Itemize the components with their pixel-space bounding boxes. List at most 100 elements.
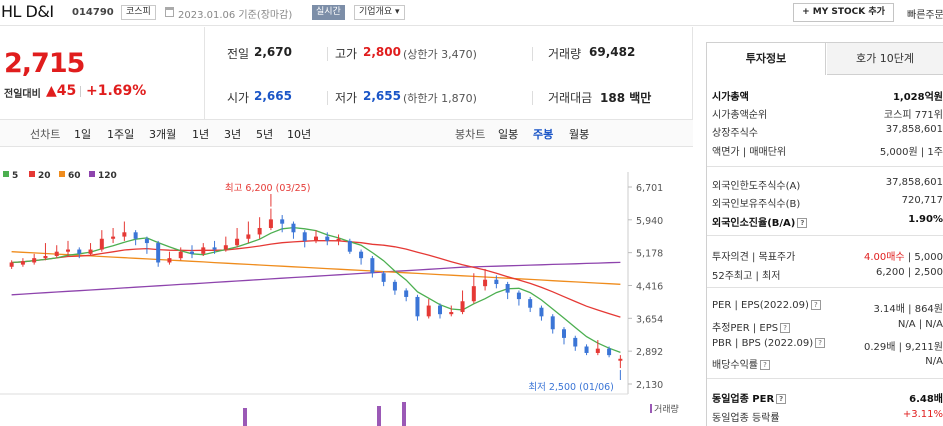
candle-body <box>595 348 600 353</box>
tab-invest-info[interactable]: 투자정보 <box>707 43 826 75</box>
invest-info-panel <box>706 42 943 426</box>
candle-body <box>133 232 138 239</box>
amount-value: 188 백만 <box>600 91 652 105</box>
tab-daily-candle[interactable]: 일봉 <box>498 128 519 141</box>
candle-body <box>246 234 251 239</box>
divider <box>80 86 81 97</box>
candle-body <box>471 286 476 302</box>
tab-monthly-candle[interactable]: 월봉 <box>569 128 590 141</box>
tab-3year[interactable]: 3년 <box>224 128 242 141</box>
candle-body <box>336 238 341 241</box>
chart-tab-bar <box>0 119 693 147</box>
invest-row-value: 0.29배 | 9,211원 <box>863 342 943 353</box>
y-tick-label: 3,654 <box>636 314 663 325</box>
low-value: 2,655 <box>363 89 401 103</box>
tab-3month[interactable]: 3개월 <box>149 128 177 141</box>
invest-row-value: 6,200 | 2,500 <box>876 267 943 278</box>
tab-5year[interactable]: 5년 <box>256 128 274 141</box>
tab-1year[interactable]: 1년 <box>192 128 210 141</box>
mystock-add-button[interactable]: + MY STOCK 추가 <box>793 3 894 22</box>
y-tick-label: 4,416 <box>636 281 663 292</box>
help-icon[interactable]: ? <box>760 360 770 370</box>
invest-row-label: 외국인소진율(B/A)? <box>712 214 808 229</box>
candle-body <box>483 279 488 287</box>
legend-label-60: 60 <box>68 171 81 181</box>
candle-body <box>573 337 578 347</box>
candle-body <box>99 238 104 250</box>
candle-chart-label: 봉차트 <box>455 128 486 141</box>
candle-body <box>449 312 454 315</box>
tab-orderbook-10[interactable]: 호가 10단계 <box>827 43 943 75</box>
invest-row-value-red: 4.00매수 <box>863 252 905 263</box>
y-tick-label: 2,130 <box>636 380 663 391</box>
candle-body <box>347 240 352 252</box>
quick-order-link[interactable]: 빠른주문 <box>907 10 943 21</box>
divider <box>707 287 943 288</box>
divider <box>327 47 328 61</box>
ma-60-line <box>11 251 621 285</box>
price-panel <box>0 27 205 119</box>
high-label: 고가 <box>335 47 358 61</box>
invest-row-label: 추정PER | EPS? <box>712 319 791 334</box>
tab-10year[interactable]: 10년 <box>287 128 312 141</box>
invest-row-label: 시가총액순위 <box>712 110 768 121</box>
candle-body <box>235 238 240 246</box>
candle-body <box>156 243 161 263</box>
invest-row-label: 상장주식수 <box>712 128 758 139</box>
candle-body <box>460 301 465 313</box>
tab-weekly-candle[interactable]: 주봉 <box>533 128 554 141</box>
company-overview-dropdown[interactable]: 기업개요 ▾ <box>354 5 405 20</box>
invest-row-value: +3.11% <box>903 409 943 420</box>
open-label: 시가 <box>227 91 250 105</box>
candle-body <box>201 247 206 254</box>
candle-body <box>494 279 499 285</box>
candle-body <box>9 262 14 267</box>
candle-body <box>212 247 217 250</box>
candle-body <box>144 238 149 244</box>
company-name[interactable]: HL D&I <box>1 2 54 21</box>
invest-row-label: PBR | BPS (2022.09)? <box>712 338 826 349</box>
help-icon[interactable]: ? <box>815 338 826 348</box>
invest-row-label: PER | EPS(2022.09)? <box>712 300 821 311</box>
candle-body <box>562 329 566 338</box>
invest-row-value: 4.00매수 | 5,000 <box>863 252 943 263</box>
price-change-pct: +1.69% <box>86 83 147 99</box>
candle-body <box>178 251 183 259</box>
tab-1day[interactable]: 1일 <box>74 128 92 141</box>
candle-body <box>539 307 544 317</box>
divider <box>327 91 328 105</box>
invest-row-label: 외국인한도주식수(A) <box>712 181 801 192</box>
high-value: 2,800 <box>363 45 401 59</box>
y-tick-label: 6,701 <box>636 183 663 194</box>
tab-1week[interactable]: 1주일 <box>107 128 135 141</box>
legend-swatch-120 <box>89 171 95 177</box>
lower-limit: (하한가 1,870) <box>403 92 477 105</box>
candle-body <box>88 249 93 254</box>
candle-body <box>392 281 397 291</box>
legend-swatch-5 <box>3 171 9 177</box>
price-change: ▲45 <box>46 83 77 99</box>
volume-label: 거래량 <box>654 403 679 415</box>
help-icon[interactable]: ? <box>797 218 808 228</box>
candle-body <box>77 249 82 254</box>
help-icon[interactable]: ? <box>776 394 787 404</box>
invest-row-label: 투자의견 | 목표주가 <box>712 252 796 263</box>
invest-row-label: 배당수익률? <box>712 356 770 371</box>
prev-compare-label: 전일대비 <box>4 89 41 100</box>
invest-row-value: N/A | N/A <box>897 319 943 330</box>
stock-code: 014790 <box>72 7 114 18</box>
candle-body <box>32 258 37 263</box>
candle-body <box>381 273 386 282</box>
market-badge: 코스피 <box>121 5 156 20</box>
help-icon[interactable]: ? <box>810 300 821 310</box>
candle-body <box>415 296 420 317</box>
low-annotation: 최저 2,500 (01/06) <box>528 382 614 393</box>
candle-body <box>426 305 431 317</box>
y-tick-label: 5,178 <box>636 249 663 260</box>
help-icon[interactable]: ? <box>780 323 791 333</box>
price-chart[interactable]: 5 20 60 120 거래량 6,701 5,940 5,178 4,416 3,654 2,… <box>0 148 693 426</box>
realtime-button[interactable]: 실시간 <box>312 5 345 20</box>
candle-body <box>268 219 273 228</box>
candle-body <box>20 261 25 265</box>
volume-bar <box>377 406 381 426</box>
